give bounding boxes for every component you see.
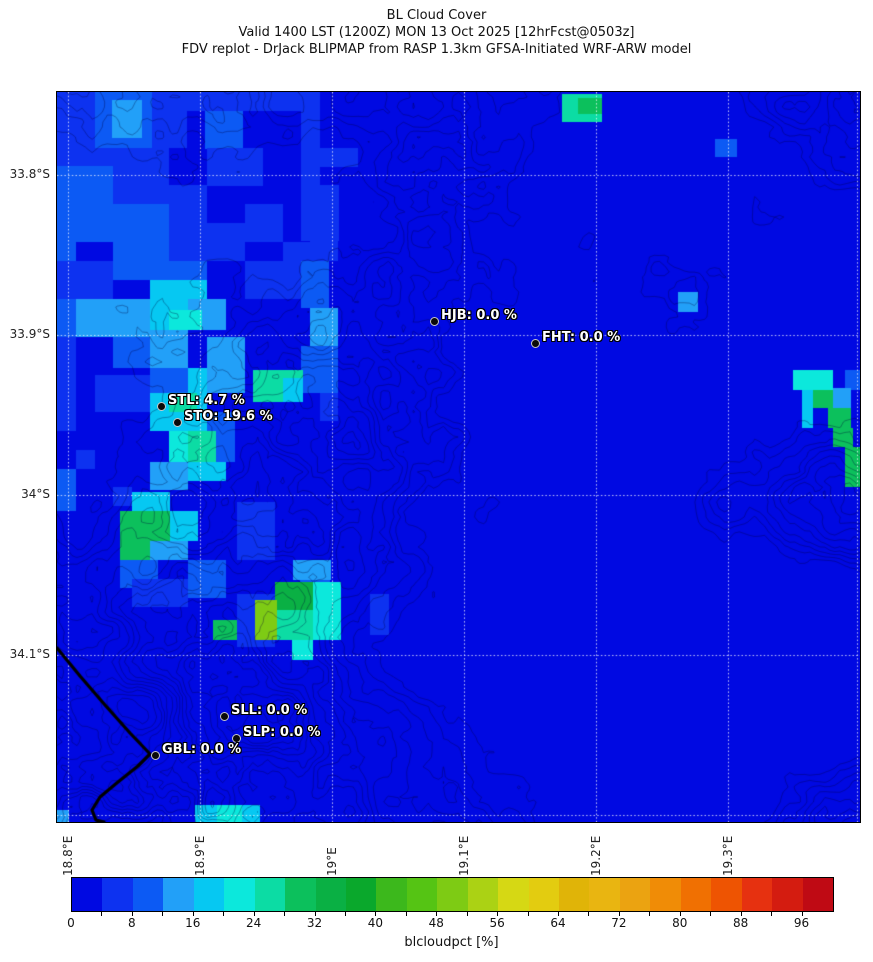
page-title: BL Cloud Cover xyxy=(386,8,487,23)
colorbar-segment-56 xyxy=(498,878,529,911)
colorbar-tick xyxy=(162,911,164,916)
colorbar-segment-48 xyxy=(437,878,468,911)
colorbar-segment-4 xyxy=(102,878,133,911)
colorbar-segment-80 xyxy=(680,878,712,911)
station-marker-STO xyxy=(172,417,182,427)
valid-time-subtitle: Valid 1400 LST (1200Z) MON 13 Oct 2025 [… xyxy=(238,25,635,40)
colorbar-tick-label-48: 48 xyxy=(428,916,444,930)
colorbar-segment-72 xyxy=(619,878,651,911)
colorbar-tick xyxy=(192,911,194,916)
colorbar-tick xyxy=(101,911,103,916)
colorbar-tick-label-0: 0 xyxy=(67,916,75,930)
colorbar xyxy=(71,877,834,912)
station-label-FHT: FHT: 0.0 % xyxy=(542,330,621,345)
colorbar-segment-28 xyxy=(285,878,316,911)
colorbar-tick xyxy=(223,911,225,916)
colorbar-segment-24 xyxy=(254,878,286,911)
station-label-STL: STL: 4.7 % xyxy=(168,393,245,408)
station-label-GBL: GBL: 0.0 % xyxy=(162,742,242,757)
colorbar-tick xyxy=(740,911,742,916)
lat-tick-label-2: 34°S xyxy=(21,487,50,501)
colorbar-segment-76 xyxy=(650,878,681,911)
lat-tick-label-0: 33.8°S xyxy=(9,167,50,181)
colorbar-tick xyxy=(618,911,620,916)
colorbar-tick xyxy=(436,911,438,916)
model-subtitle: FDV replot - DrJack BLIPMAP from RASP 1.… xyxy=(181,42,692,57)
colorbar-tick-label-96: 96 xyxy=(793,916,810,930)
colorbar-segment-52 xyxy=(467,878,499,911)
colorbar-tick-label-32: 32 xyxy=(306,916,323,930)
colorbar-tick xyxy=(314,911,316,916)
lon-tick-label-1: 18.9°E xyxy=(193,835,207,876)
colorbar-tick-label-40: 40 xyxy=(367,916,384,930)
colorbar-tick xyxy=(375,911,377,916)
colorbar-tick xyxy=(405,911,407,916)
colorbar-segment-16 xyxy=(193,878,225,911)
colorbar-segment-88 xyxy=(741,878,773,911)
colorbar-segment-12 xyxy=(163,878,194,911)
lon-tick-label-0: 18.8°E xyxy=(61,835,75,876)
colorbar-tick-label-88: 88 xyxy=(733,916,749,930)
colorbar-tick xyxy=(466,911,468,916)
colorbar-segment-44 xyxy=(406,878,438,911)
colorbar-segment-92 xyxy=(772,878,803,911)
colorbar-tick xyxy=(284,911,286,916)
colorbar-tick-label-80: 80 xyxy=(672,916,688,930)
colorbar-segment-8 xyxy=(132,878,164,911)
lat-tick-label-3: 34.1°S xyxy=(9,647,50,661)
colorbar-title: blcloudpct [%] xyxy=(404,935,499,950)
station-label-HJB: HJB: 0.0 % xyxy=(441,308,517,323)
colorbar-segment-60 xyxy=(528,878,559,911)
lat-tick-label-1: 33.9°S xyxy=(9,327,50,341)
lon-tick-label-3: 19.1°E xyxy=(457,835,471,876)
station-label-SLP: SLP: 0.0 % xyxy=(243,725,321,740)
colorbar-tick-label-72: 72 xyxy=(611,916,627,930)
colorbar-tick-label-8: 8 xyxy=(128,916,136,930)
colorbar-tick-label-64: 64 xyxy=(550,916,566,930)
colorbar-tick-label-16: 16 xyxy=(185,916,201,930)
station-marker-FHT xyxy=(530,338,540,348)
lon-tick-label-5: 19.3°E xyxy=(721,835,735,876)
colorbar-tick xyxy=(679,911,681,916)
station-marker-HJB xyxy=(429,316,439,326)
colorbar-segment-32 xyxy=(315,878,346,911)
station-marker-SLP xyxy=(231,733,241,743)
colorbar-segment-64 xyxy=(559,878,590,911)
colorbar-tick xyxy=(344,911,346,916)
station-marker-SLL xyxy=(219,711,229,721)
station-label-SLL: SLL: 0.0 % xyxy=(231,703,308,718)
colorbar-tick xyxy=(558,911,560,916)
station-marker-GBL xyxy=(150,750,160,760)
colorbar-segment-68 xyxy=(589,878,620,911)
colorbar-segment-36 xyxy=(345,878,377,911)
colorbar-tick xyxy=(588,911,590,916)
colorbar-tick xyxy=(527,911,529,916)
station-marker-STL xyxy=(156,401,166,411)
colorbar-segment-40 xyxy=(376,878,407,911)
colorbar-segment-0 xyxy=(72,878,103,911)
colorbar-segment-84 xyxy=(711,878,742,911)
colorbar-tick xyxy=(649,911,651,916)
colorbar-tick xyxy=(710,911,712,916)
colorbar-tick xyxy=(801,911,803,916)
lon-tick-label-2: 19°E xyxy=(325,847,339,876)
colorbar-segment-96 xyxy=(802,878,833,911)
colorbar-tick xyxy=(497,911,499,916)
colorbar-tick xyxy=(771,911,773,916)
lon-tick-label-4: 19.2°E xyxy=(589,835,603,876)
colorbar-tick xyxy=(253,911,255,916)
colorbar-tick xyxy=(131,911,133,916)
station-label-STO: STO: 19.6 % xyxy=(184,409,273,424)
colorbar-tick-label-56: 56 xyxy=(489,916,505,930)
colorbar-tick-label-24: 24 xyxy=(245,916,262,930)
colorbar-segment-20 xyxy=(224,878,255,911)
map-frame: HJB: 0.0 % FHT: 0.0 % STL: 4.7 % STO: 19.6 … xyxy=(56,91,861,823)
cloud-cover-map xyxy=(57,92,860,822)
